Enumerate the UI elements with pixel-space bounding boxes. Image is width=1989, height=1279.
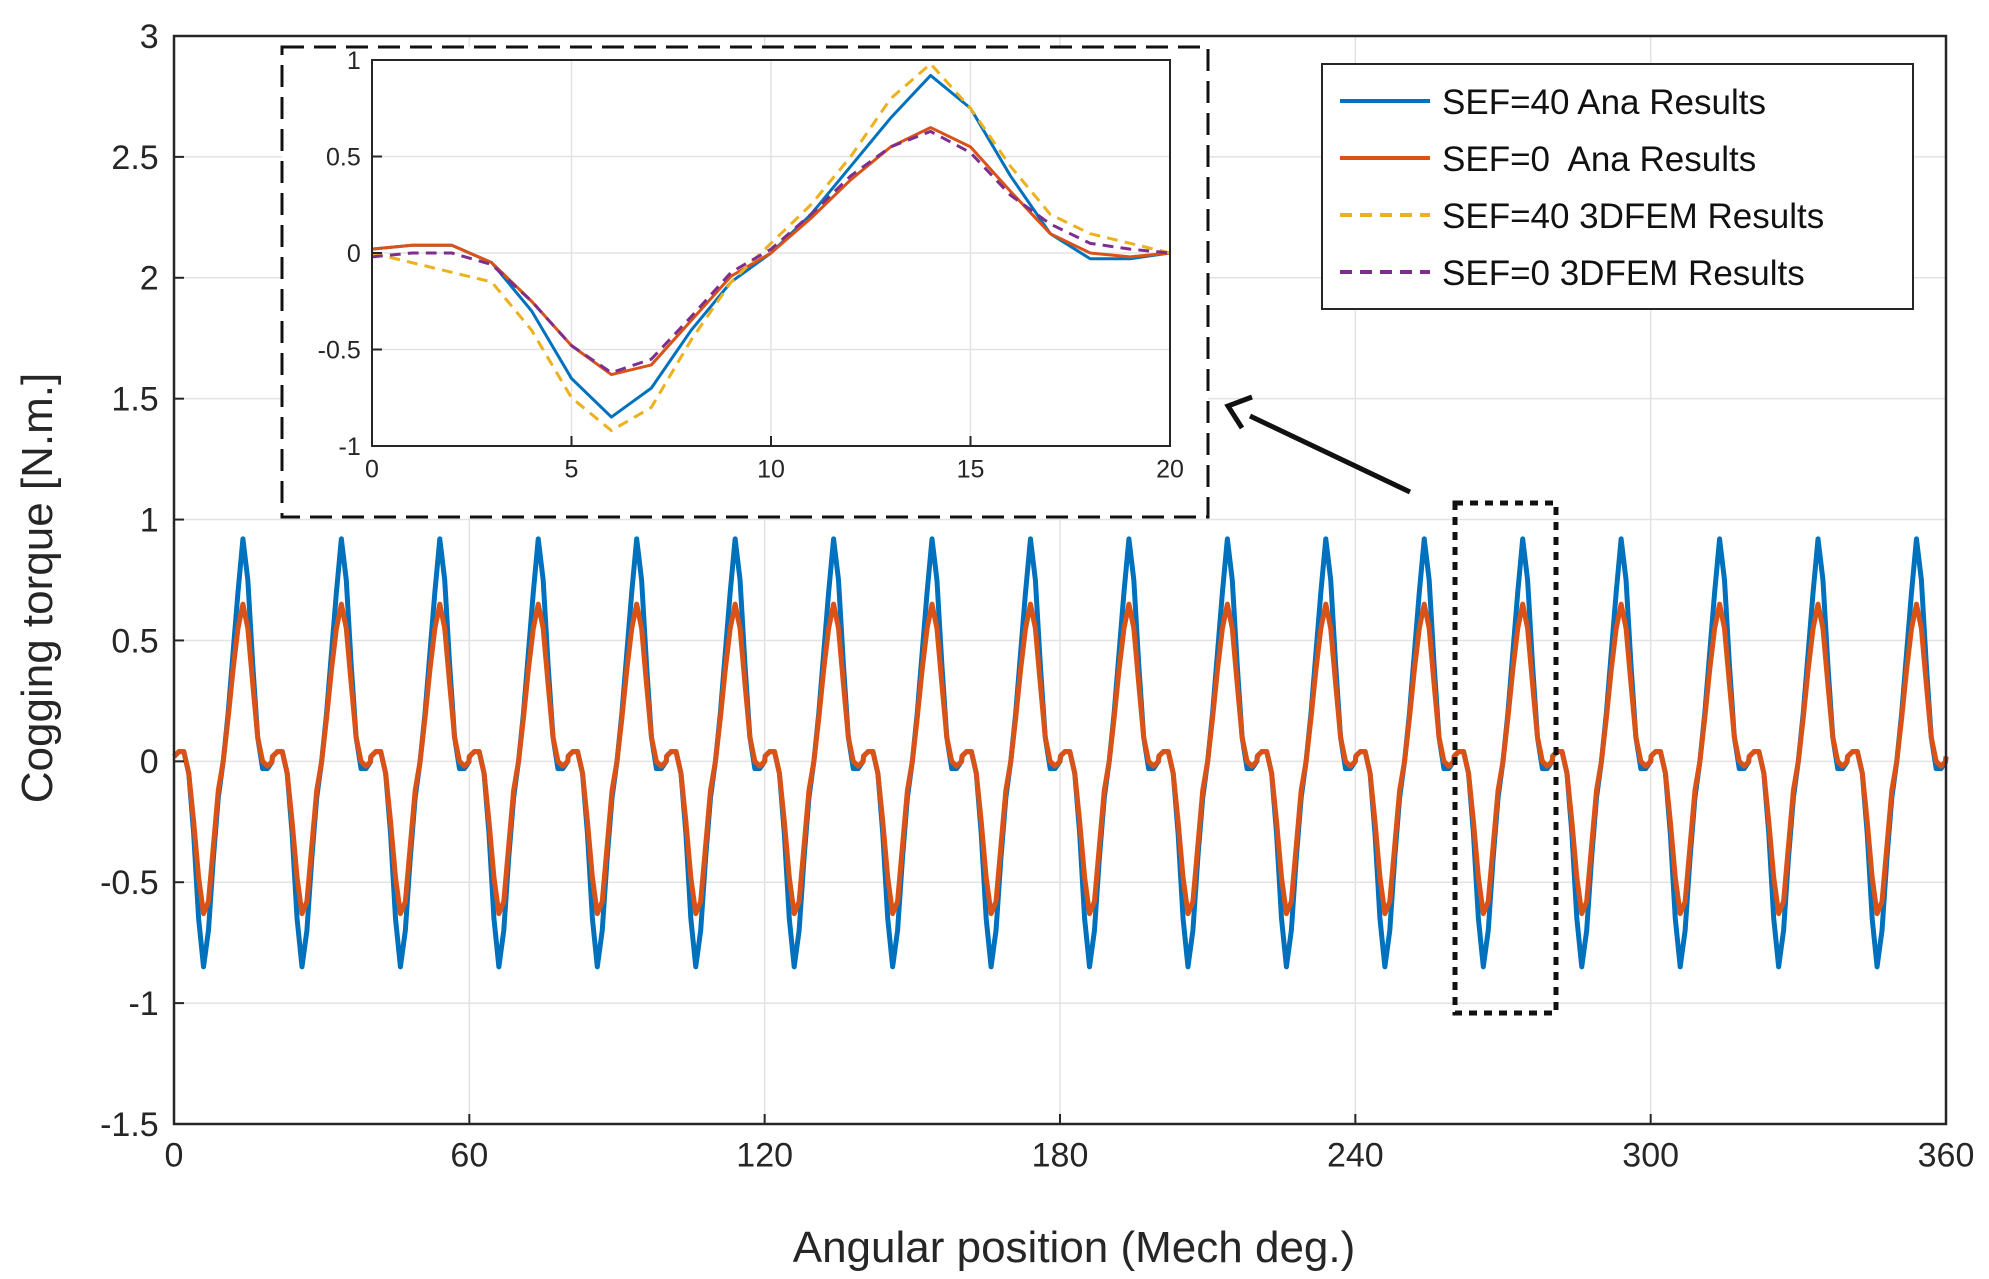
legend-label-sef40-ana: SEF=40 Ana Results [1442, 83, 1766, 122]
main-axis-ticks: 0 60 120 180 240 300 36032.521.510.50-0.5-1-1.… [100, 18, 1974, 1175]
main-y-tick-label: 2.5 [111, 139, 158, 177]
legend: SEF=40 Ana Results SEF=0 Ana Results SEF… [1321, 63, 1914, 310]
inset-x-tick-label: 0 [365, 455, 379, 483]
inset-y-tick-label: -0.5 [318, 336, 361, 364]
main-y-tick-label: -0.5 [100, 864, 159, 902]
inset-x-tick-label: 5 [565, 455, 579, 483]
main-series-line-1 [171, 601, 1949, 917]
y-axis-title: Cogging torque [N.m.] [13, 373, 62, 803]
inset-frame-border [280, 45, 1210, 519]
main-y-tick-label: -1 [128, 985, 158, 1023]
x-axis-title: Angular position (Mech deg.) [793, 1223, 1356, 1272]
inset-y-tick-label: 1 [347, 47, 361, 75]
inset-y-tick-label: 0.5 [326, 143, 361, 171]
legend-label-sef40-fem: SEF=40 3DFEM Results [1442, 197, 1824, 236]
main-x-tick-label: 240 [1327, 1137, 1384, 1175]
inset-x-tick-label: 10 [757, 455, 785, 483]
inset-series-line-3 [371, 129, 1171, 375]
inset-series-group [371, 62, 1171, 433]
main-x-tick-label: 360 [1918, 1137, 1975, 1175]
main-x-tick-label: 0 [165, 1137, 184, 1175]
main-y-tick-label: -1.5 [100, 1106, 159, 1144]
main-y-tick-label: 1.5 [111, 381, 158, 419]
main-y-tick-label: 0.5 [111, 622, 158, 660]
inset-y-tick-label: -1 [339, 433, 361, 461]
main-y-tick-label: 0 [140, 743, 159, 781]
main-y-tick-label: 3 [140, 18, 159, 56]
inset-axis-ticks: 0 5 10 15 20 1 0.5 0 -0.5 -1 [318, 47, 1184, 484]
main-y-tick-label: 1 [140, 501, 159, 539]
main-x-tick-label: 300 [1622, 1137, 1679, 1175]
inset-x-tick-label: 15 [957, 455, 985, 483]
inset-x-tick-label: 20 [1156, 455, 1184, 483]
main-series-group [171, 536, 1949, 970]
zoom-region-box [1452, 500, 1559, 1016]
zoom-arrow [1224, 394, 1412, 495]
main-x-tick-label: 60 [450, 1137, 488, 1175]
inset-y-tick-label: 0 [347, 240, 361, 268]
legend-label-sef0-fem: SEF=0 3DFEM Results [1442, 254, 1805, 293]
main-x-tick-label: 180 [1032, 1137, 1089, 1175]
inset-series-line-2 [371, 62, 1171, 433]
main-x-tick-label: 120 [736, 1137, 793, 1175]
legend-box [1321, 63, 1914, 310]
legend-label-sef0-ana: SEF=0 Ana Results [1442, 140, 1756, 179]
inset-series-line-1 [371, 126, 1171, 377]
main-y-tick-label: 2 [140, 260, 159, 298]
